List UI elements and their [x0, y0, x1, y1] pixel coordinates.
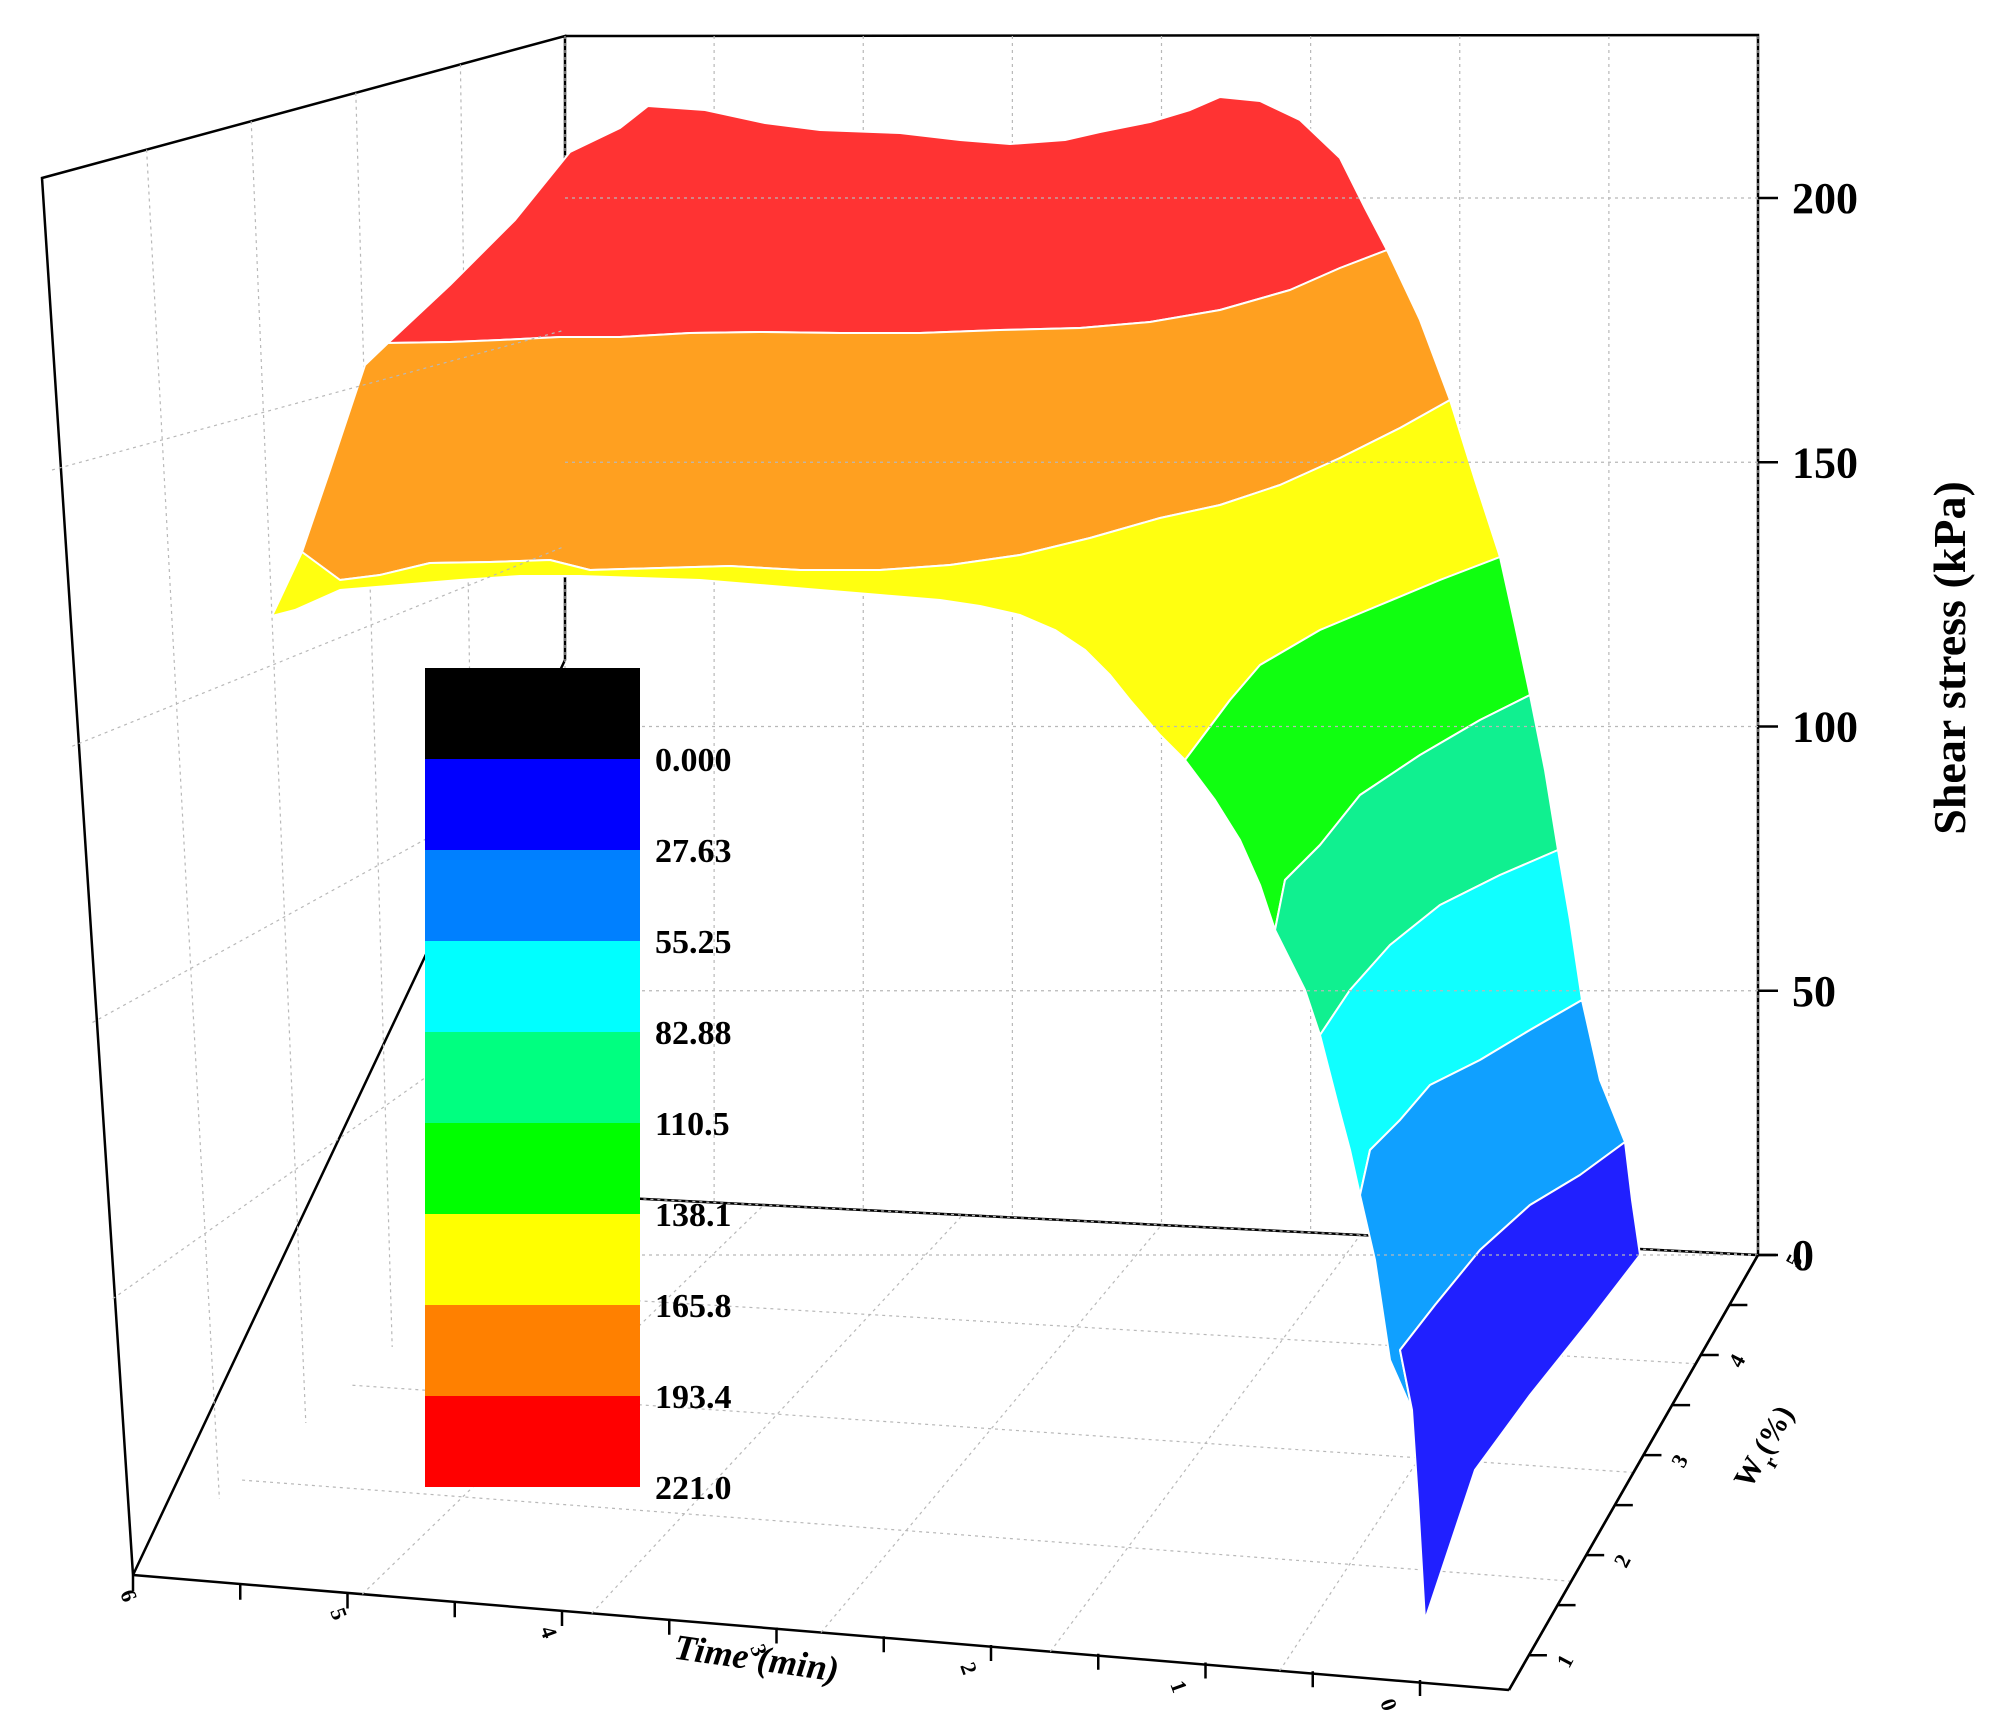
z-axis-tick-label: 200 — [1792, 174, 1858, 223]
grid-line-left-vertical — [355, 92, 393, 1348]
z-axis-tick-label: 0 — [1792, 1231, 1814, 1280]
wr-axis-title: Wr(%) — [1727, 1400, 1808, 1498]
legend-level-label: 165.8 — [655, 1288, 732, 1325]
legend-level-label: 82.88 — [655, 1015, 732, 1052]
grid-line-floor-time — [591, 1214, 964, 1614]
legend-color-swatch — [425, 668, 640, 759]
legend-color-swatch — [425, 1214, 640, 1305]
surface — [271, 96, 1641, 1621]
grid-line-floor-wr — [564, 1194, 1759, 1256]
legend-level-label: 193.4 — [655, 1379, 732, 1416]
legend-level-label: 138.1 — [655, 1197, 732, 1234]
wr-axis-tick-label: 1 — [1551, 1650, 1578, 1671]
legend-color-swatch — [425, 1305, 640, 1396]
time-axis-tick-label: 5 — [325, 1604, 352, 1623]
wr-axis-tick-label: 2 — [1609, 1550, 1636, 1571]
grid-line-left-vertical — [459, 64, 480, 1272]
legend-level-label: 55.25 — [655, 924, 732, 961]
legend-level-label: 221.0 — [655, 1470, 732, 1507]
legend-color-swatch — [425, 941, 640, 1032]
z-axis-title: Shear stress (kPa) — [1924, 481, 1975, 835]
wr-axis-line — [1507, 1254, 1760, 1691]
grid-line-left-vertical — [146, 149, 220, 1500]
legend-color-swatch — [425, 1123, 640, 1214]
legend-level-label: 110.5 — [655, 1106, 730, 1143]
legend-level-label: 27.63 — [655, 833, 732, 870]
wr-axis-title-unit: (%) — [1747, 1400, 1801, 1460]
time-axis-tick-label: 4 — [535, 1622, 562, 1641]
time-axis-tick-label: 2 — [955, 1659, 982, 1678]
contour-legend: 0.000 27.63 55.25 82.88 110.5 138.1 165.8 193.4… — [425, 668, 732, 1507]
grid-line-left-horizontal — [112, 978, 566, 1300]
time-axis-title: Time (min) — [672, 1627, 842, 1690]
legend-color-swatch — [425, 1032, 640, 1123]
grid-line-left-horizontal — [51, 329, 566, 471]
wr-axis-tick-label: 3 — [1666, 1450, 1693, 1471]
time-axis-tick-label: 6 — [115, 1586, 142, 1605]
legend-color-swatch — [425, 1396, 640, 1487]
grid-line-left-horizontal — [72, 545, 566, 747]
z-axis-tick-label: 150 — [1792, 438, 1858, 487]
time-axis-tick-label: 1 — [1165, 1677, 1192, 1696]
z-axis-tick-label: 50 — [1792, 967, 1836, 1016]
grid-line-left-vertical — [250, 121, 307, 1424]
grid-line-floor-time — [820, 1224, 1162, 1633]
grid-line-floor-wr — [240, 1479, 1572, 1582]
legend-color-swatch — [425, 759, 640, 850]
z-axis-tick-label: 100 — [1792, 703, 1858, 752]
legend-color-swatch — [425, 850, 640, 941]
wr-axis-tick-label: 4 — [1723, 1350, 1750, 1371]
surface-band-blue — [1399, 1141, 1641, 1621]
legend-level-label: 0.000 — [655, 742, 732, 779]
grid-line-floor-time — [361, 1204, 765, 1595]
time-axis-tick-label: 0 — [1375, 1695, 1402, 1714]
